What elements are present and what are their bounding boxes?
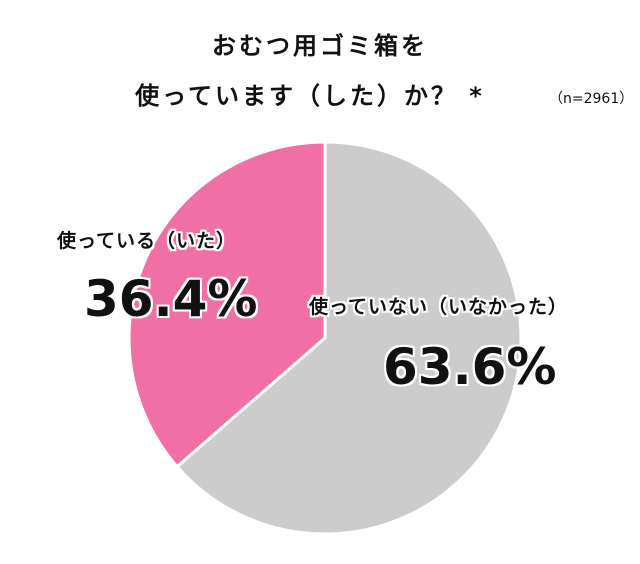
sample-size: （n=2961）: [549, 91, 634, 107]
slice-value-using: 36.4%: [84, 270, 258, 328]
slice-label-not-using: 使っていない（いなかった）: [309, 296, 569, 318]
slice-value-not-using: 63.6%: [383, 338, 557, 396]
pie-slice-1: [175, 140, 523, 536]
chart-title-line2: 使っています（した）か？ *: [135, 82, 485, 110]
pie-slice-0: [127, 140, 327, 469]
slice-label-using: 使っている（いた）: [57, 230, 237, 252]
chart-title-line1: おむつ用ゴミ箱を: [212, 32, 428, 60]
